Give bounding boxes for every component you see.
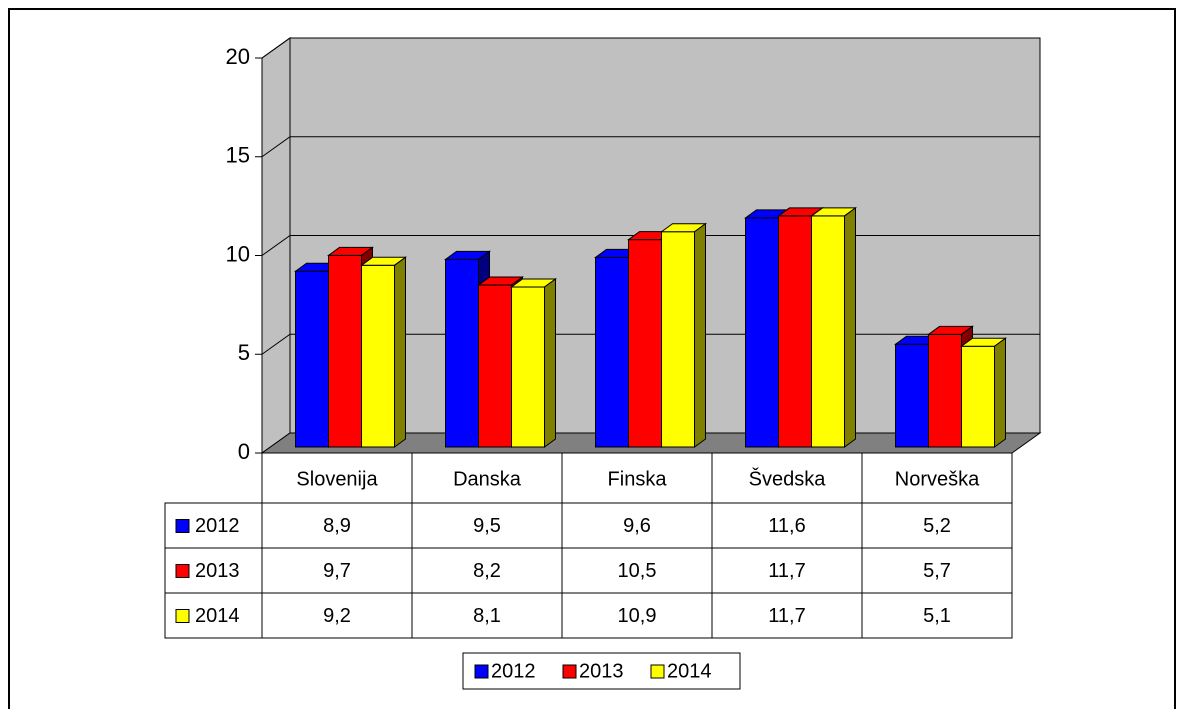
table-cell: 11,7 <box>768 560 805 582</box>
bar <box>361 264 395 448</box>
bar <box>595 256 629 448</box>
bar-side <box>544 278 556 448</box>
grid-line <box>261 37 1040 59</box>
table-cell: 5,2 <box>923 515 951 537</box>
table-cell: 9,5 <box>473 515 501 537</box>
table-cell: 8,2 <box>473 560 501 582</box>
bar <box>928 333 962 448</box>
table-cell: 9,6 <box>623 515 651 537</box>
table-row-label: 2014 <box>195 605 240 627</box>
legend-label: 2014 <box>667 660 712 682</box>
bar-side <box>694 222 706 448</box>
bar <box>745 217 779 448</box>
bar <box>478 284 512 448</box>
bar-side <box>394 256 406 448</box>
table-legend-key <box>175 609 190 623</box>
x-tick-label: Norveška <box>895 468 980 490</box>
y-tick-label: 0 <box>238 439 250 464</box>
table-cell: 9,2 <box>323 605 351 627</box>
bar <box>295 270 329 448</box>
bar <box>628 239 662 448</box>
table-cell: 10,5 <box>618 560 657 582</box>
bar <box>328 254 362 448</box>
bar <box>511 286 545 448</box>
grid-line <box>261 136 1040 158</box>
table-row-label: 2013 <box>195 560 240 582</box>
table-legend-key <box>175 564 190 578</box>
y-tick-label: 5 <box>238 340 250 365</box>
bar-side <box>844 206 856 448</box>
table-cell: 10,9 <box>618 605 657 627</box>
bar <box>811 215 845 448</box>
bar <box>445 258 479 448</box>
table-legend-key <box>175 519 190 533</box>
table-cell: 8,1 <box>473 605 501 627</box>
table-cell: 5,1 <box>923 605 951 627</box>
x-tick-label: Švedska <box>749 467 827 490</box>
x-tick-label: Danska <box>453 468 522 490</box>
bar <box>778 215 812 448</box>
bar <box>895 343 929 448</box>
x-tick-label: Finska <box>608 468 668 490</box>
bar <box>661 231 695 448</box>
bar <box>961 345 995 448</box>
table-cell: 5,7 <box>923 560 951 582</box>
y-tick-label: 10 <box>226 241 250 266</box>
legend-label: 2013 <box>579 660 624 682</box>
table-cell: 8,9 <box>323 515 351 537</box>
y-tick-label: 15 <box>226 143 250 168</box>
x-tick-label: Slovenija <box>296 468 378 490</box>
legend-label: 2012 <box>491 660 536 682</box>
legend-key <box>474 664 489 679</box>
y-tick-label: 20 <box>226 44 250 69</box>
table-cell: 11,6 <box>768 515 805 537</box>
legend-box <box>462 652 741 690</box>
bar-side <box>994 337 1006 448</box>
legend-key <box>650 664 665 679</box>
legend-key <box>562 664 577 679</box>
table-cell: 9,7 <box>323 560 351 582</box>
table-row-label: 2012 <box>195 515 240 537</box>
table-cell: 11,7 <box>768 605 805 627</box>
